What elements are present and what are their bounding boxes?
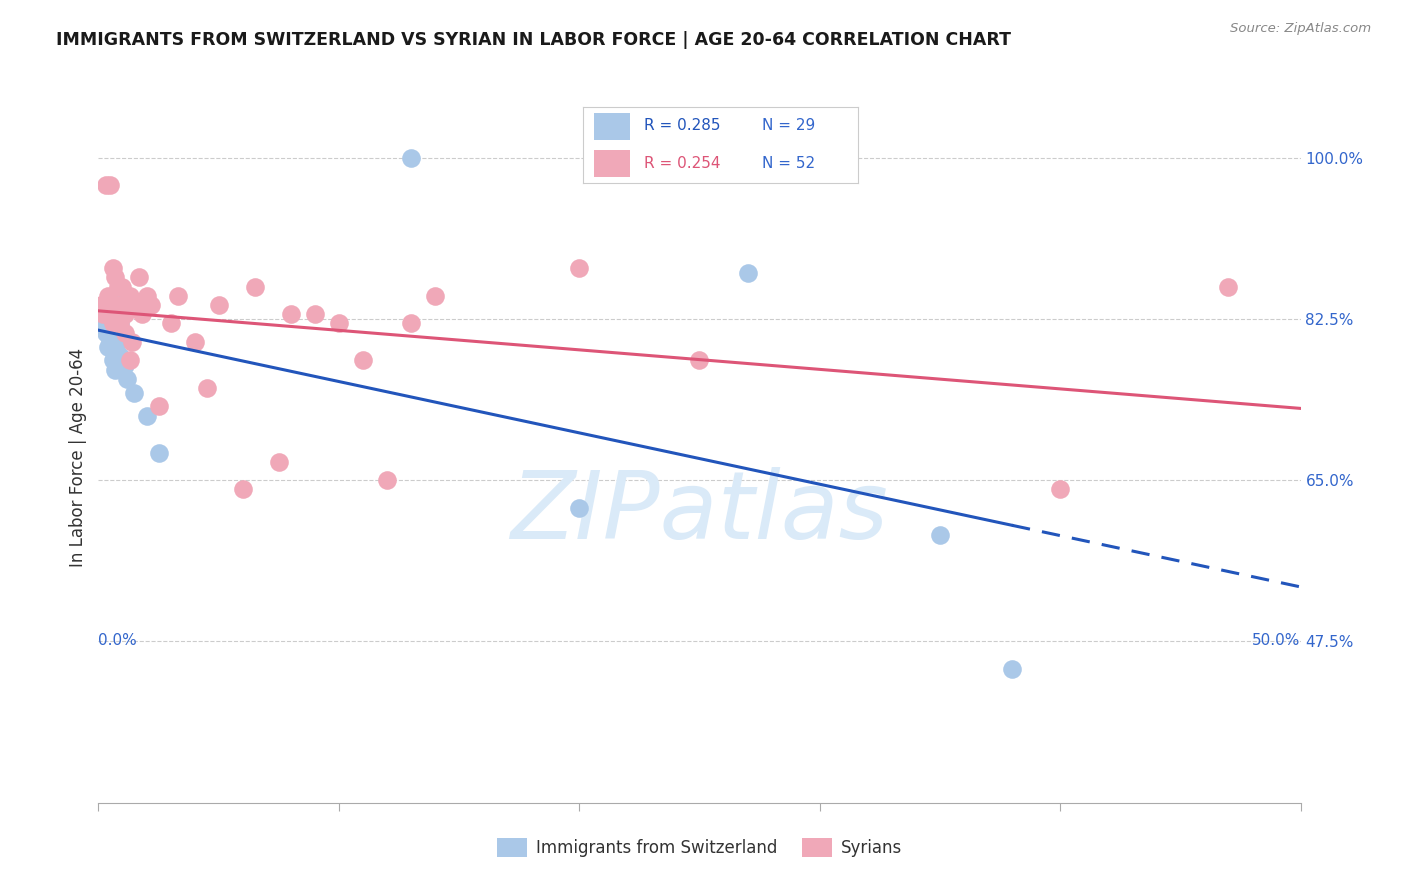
Point: [1218, 279, 1240, 293]
Point: [91, 298, 114, 312]
Point: [101, 307, 124, 321]
Point: [100, 178, 122, 193]
Point: [423, 289, 446, 303]
Point: [148, 445, 170, 459]
Point: [107, 334, 129, 349]
Point: [97, 307, 120, 321]
Point: [232, 483, 254, 497]
Point: [117, 298, 139, 312]
Point: [124, 298, 146, 312]
Point: [375, 473, 398, 487]
Point: [195, 381, 218, 395]
Point: [101, 317, 124, 331]
Point: [104, 270, 127, 285]
Point: [117, 372, 139, 386]
Point: [399, 317, 422, 331]
Point: [108, 317, 131, 331]
Point: [159, 317, 181, 331]
Text: 0.0%: 0.0%: [98, 633, 138, 648]
Point: [91, 307, 114, 321]
Point: [141, 298, 163, 312]
Point: [104, 362, 127, 376]
Point: [568, 500, 591, 515]
Point: [399, 151, 422, 165]
Point: [91, 298, 114, 312]
Point: [208, 298, 231, 312]
Point: [97, 289, 120, 303]
Point: [111, 279, 134, 293]
Point: [94, 178, 117, 193]
Point: [107, 298, 129, 312]
Point: [148, 400, 170, 414]
Point: [108, 298, 131, 312]
Point: [97, 302, 120, 317]
Legend: Immigrants from Switzerland, Syrians: Immigrants from Switzerland, Syrians: [491, 831, 908, 863]
Text: R = 0.254: R = 0.254: [644, 156, 720, 171]
Point: [91, 317, 114, 331]
Point: [104, 307, 127, 321]
Point: [352, 353, 374, 368]
Text: N = 52: N = 52: [762, 156, 815, 171]
Point: [1049, 483, 1071, 497]
Text: 50.0%: 50.0%: [1253, 633, 1301, 648]
Point: [121, 334, 143, 349]
Point: [118, 289, 141, 303]
Text: Source: ZipAtlas.com: Source: ZipAtlas.com: [1230, 22, 1371, 36]
Point: [124, 385, 146, 400]
Point: [1001, 662, 1024, 676]
Text: ZIPatlas: ZIPatlas: [510, 467, 889, 558]
Point: [100, 298, 122, 312]
Point: [107, 279, 129, 293]
Point: [304, 307, 326, 321]
Text: R = 0.285: R = 0.285: [644, 119, 720, 134]
FancyBboxPatch shape: [595, 150, 630, 177]
Y-axis label: In Labor Force | Age 20-64: In Labor Force | Age 20-64: [69, 348, 87, 566]
Point: [128, 270, 150, 285]
Point: [280, 307, 302, 321]
Point: [166, 289, 188, 303]
FancyBboxPatch shape: [595, 113, 630, 140]
Point: [90, 312, 112, 326]
Point: [104, 307, 127, 321]
Point: [108, 317, 131, 331]
Point: [101, 353, 124, 368]
Point: [114, 326, 136, 340]
Point: [94, 298, 117, 312]
Point: [94, 298, 117, 312]
Point: [107, 307, 129, 321]
Point: [100, 307, 122, 321]
Point: [568, 261, 591, 276]
Point: [135, 289, 157, 303]
Point: [118, 353, 141, 368]
Point: [267, 455, 290, 469]
Point: [100, 334, 122, 349]
Point: [125, 298, 148, 312]
Point: [328, 317, 350, 331]
Point: [97, 340, 120, 354]
Point: [108, 349, 131, 363]
Point: [101, 261, 124, 276]
Point: [928, 528, 950, 542]
Point: [101, 312, 124, 326]
Point: [135, 409, 157, 423]
Point: [131, 307, 153, 321]
Point: [243, 279, 266, 293]
Point: [100, 298, 122, 312]
Point: [114, 358, 136, 372]
Point: [90, 298, 112, 312]
Point: [111, 307, 134, 321]
Point: [114, 307, 136, 321]
Point: [183, 334, 205, 349]
Point: [737, 266, 759, 280]
Text: N = 29: N = 29: [762, 119, 815, 134]
Point: [111, 307, 134, 321]
Point: [94, 326, 117, 340]
Point: [689, 353, 711, 368]
Text: IMMIGRANTS FROM SWITZERLAND VS SYRIAN IN LABOR FORCE | AGE 20-64 CORRELATION CHA: IMMIGRANTS FROM SWITZERLAND VS SYRIAN IN…: [56, 31, 1011, 49]
